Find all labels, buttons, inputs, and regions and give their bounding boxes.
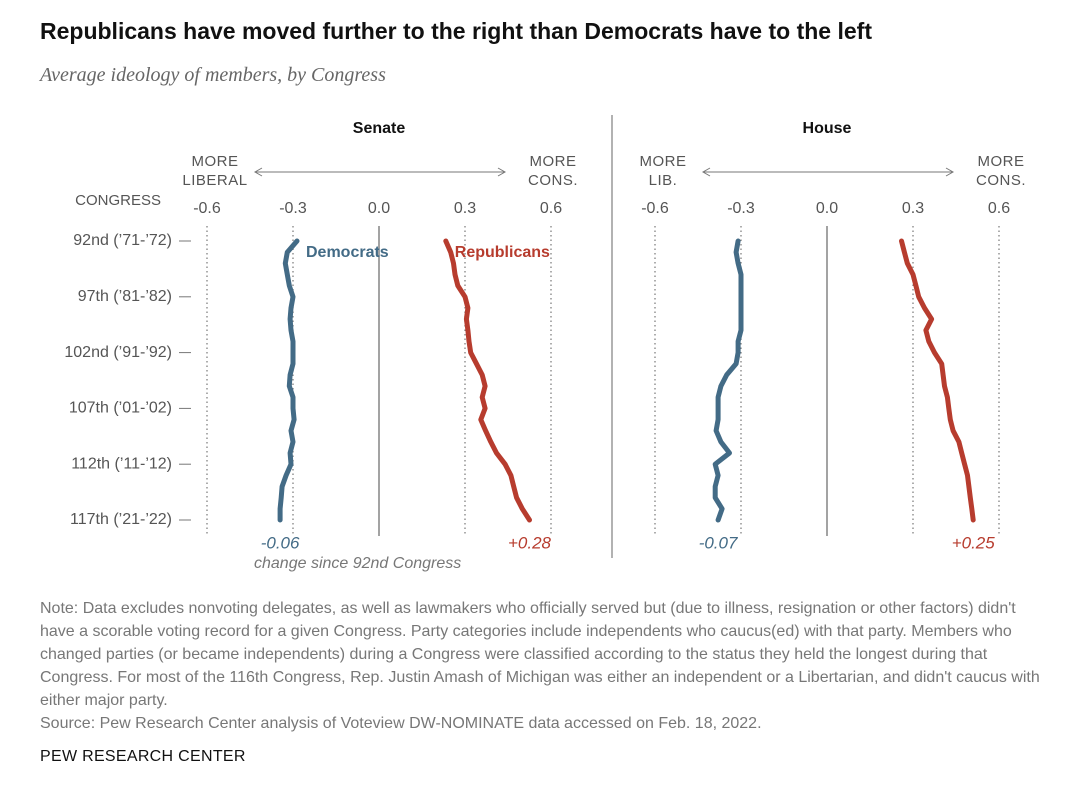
series-line: [712, 238, 744, 523]
series-label: Republicans: [455, 244, 550, 261]
panel-title: Senate: [353, 120, 406, 137]
change-label: -0.06: [261, 533, 300, 552]
x-tick-label: 0.6: [540, 200, 562, 217]
note: Note: Data excludes nonvoting delegates,…: [40, 600, 1040, 709]
y-tick-label: 97th (’81-’82): [78, 288, 172, 305]
x-tick-label: -0.3: [279, 200, 307, 217]
chart-title: Republicans have moved further to the ri…: [40, 18, 872, 44]
y-tick-label: 112th (’11-’12): [71, 455, 172, 472]
change-label: +0.25: [952, 533, 996, 552]
panel-title: House: [803, 120, 852, 137]
arrow-head: [253, 167, 263, 177]
x-tick-label: 0.3: [454, 200, 476, 217]
series-line: [899, 238, 976, 523]
x-tick-label: 0.0: [368, 200, 390, 217]
y-tick-label: 117th (’21-’22): [70, 511, 172, 528]
source: Source: Pew Research Center analysis of …: [40, 715, 762, 732]
footer: PEW RESEARCH CENTER: [40, 748, 246, 765]
arrow-head: [497, 167, 507, 177]
arrow-head: [701, 167, 711, 177]
notes: Note: Data excludes nonvoting delegates,…: [40, 597, 1050, 735]
x-tick-label: 0.6: [988, 200, 1010, 217]
direction-label: MORE LIB.: [640, 153, 687, 189]
direction-label: MORE CONS.: [976, 153, 1026, 189]
series-label: Democrats: [306, 244, 389, 261]
change-label: +0.28: [508, 533, 552, 552]
arrow-head: [945, 167, 955, 177]
change-label: -0.07: [699, 533, 738, 552]
x-tick-label: 0.0: [816, 200, 838, 217]
y-tick-label: 92nd (’71-’72): [73, 232, 172, 249]
x-tick-label: -0.6: [193, 200, 221, 217]
change-note: change since 92nd Congress: [254, 555, 461, 572]
chart-subtitle: Average ideology of members, by Congress: [40, 64, 386, 86]
y-tick-label: 102nd (’91-’92): [64, 344, 172, 361]
x-tick-label: -0.3: [727, 200, 755, 217]
y-tick-label: 107th (’01-’02): [69, 400, 172, 417]
series-line: [277, 238, 300, 523]
direction-label: MORE CONS.: [528, 153, 578, 189]
series-line: [443, 238, 532, 523]
x-tick-label: -0.6: [641, 200, 669, 217]
x-tick-label: 0.3: [902, 200, 924, 217]
direction-label: MORE LIBERAL: [182, 153, 247, 189]
y-axis-title: CONGRESS: [75, 192, 161, 209]
